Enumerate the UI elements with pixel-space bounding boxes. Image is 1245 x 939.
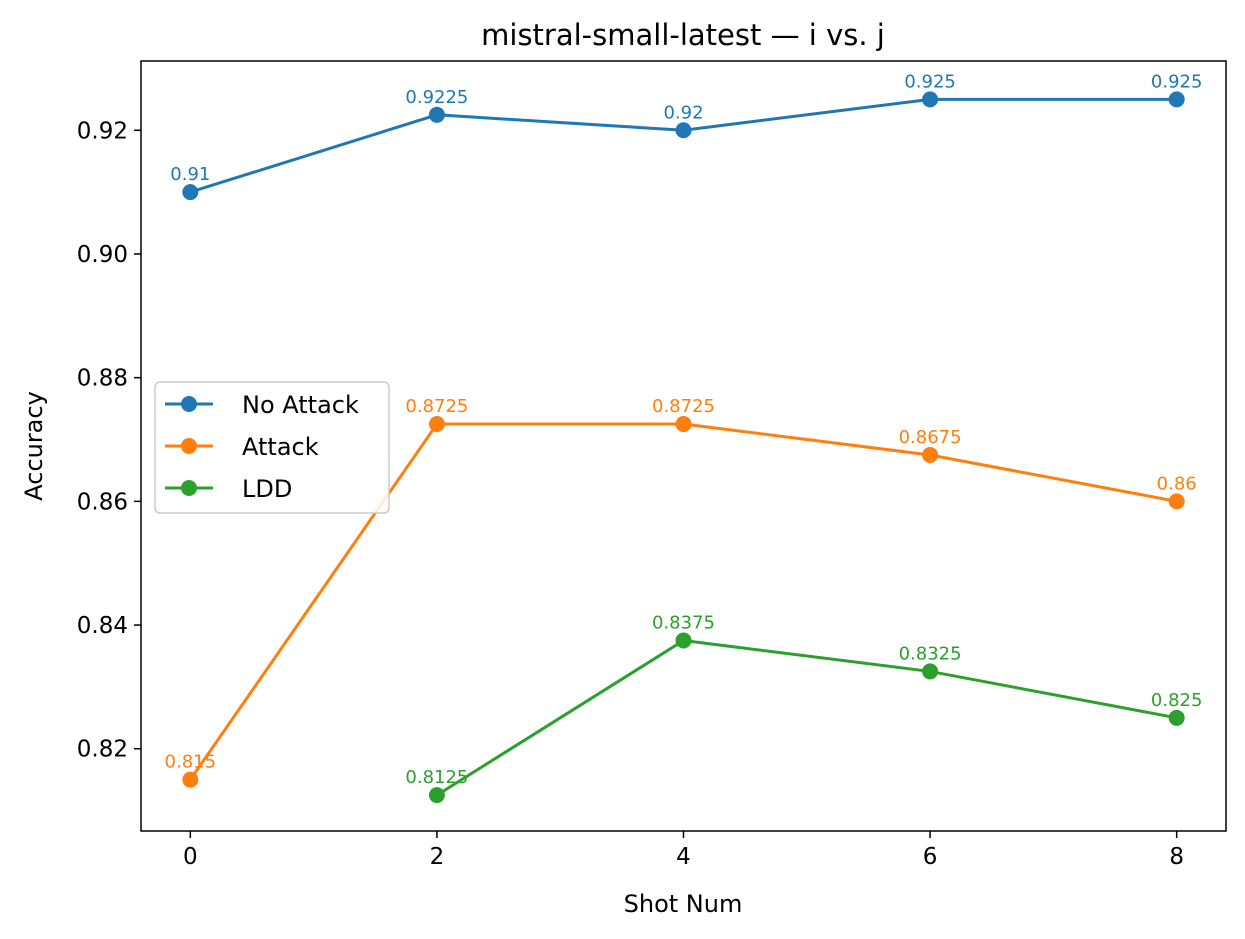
x-tick-label: 0 xyxy=(183,844,198,870)
data-label: 0.8675 xyxy=(899,427,962,448)
legend-marker-2 xyxy=(181,480,197,496)
data-point xyxy=(922,91,939,108)
data-point xyxy=(1168,709,1185,726)
y-tick-label: 0.82 xyxy=(77,737,128,763)
y-tick-label: 0.90 xyxy=(77,242,128,268)
x-tick-label: 4 xyxy=(676,844,691,870)
data-label: 0.8725 xyxy=(405,396,468,417)
y-tick-label: 0.88 xyxy=(77,366,128,392)
data-point xyxy=(428,416,445,433)
data-label: 0.9225 xyxy=(405,87,468,108)
data-point xyxy=(428,106,445,123)
legend-marker-0 xyxy=(181,396,197,412)
data-point xyxy=(675,632,692,649)
y-tick-label: 0.92 xyxy=(77,118,128,144)
plot-area: 0 2 4 6 8 0.82 0.84 0.86 0.88 0.90 0.92 0.91 0.9225 0… xyxy=(77,71,1203,870)
data-label: 0.86 xyxy=(1157,473,1197,494)
data-label: 0.815 xyxy=(165,752,217,773)
series-line-2 xyxy=(436,639,1177,797)
data-label: 0.925 xyxy=(1151,71,1203,92)
x-tick-label: 2 xyxy=(430,844,445,870)
y-tick-label: 0.84 xyxy=(77,613,128,639)
data-label: 0.8725 xyxy=(652,396,715,417)
y-tick-label: 0.86 xyxy=(77,489,128,515)
legend-label: No Attack xyxy=(242,391,359,419)
legend-label: LDD xyxy=(242,475,292,503)
data-point xyxy=(182,184,199,201)
data-point xyxy=(922,446,939,463)
data-point xyxy=(922,663,939,680)
data-label: 0.91 xyxy=(170,164,210,185)
x-axis-label: Shot Num xyxy=(624,890,743,918)
x-tick-label: 6 xyxy=(923,844,938,870)
legend-marker-1 xyxy=(181,438,197,454)
data-point xyxy=(675,416,692,433)
chart-title: mistral-small-latest — i vs. j xyxy=(481,18,885,52)
data-label: 0.92 xyxy=(663,102,703,123)
data-point xyxy=(1168,493,1185,510)
data-label: 0.925 xyxy=(904,71,956,92)
data-label: 0.825 xyxy=(1151,690,1203,711)
data-point xyxy=(675,122,692,139)
data-point xyxy=(428,787,445,804)
data-label: 0.8325 xyxy=(899,643,962,664)
y-axis-label: Accuracy xyxy=(20,391,48,501)
axes-frame xyxy=(140,60,1227,832)
legend-box xyxy=(154,381,390,514)
legend-label: Attack xyxy=(242,433,319,461)
data-label: 0.8375 xyxy=(652,613,715,634)
x-tick-label: 8 xyxy=(1169,844,1184,870)
data-point xyxy=(182,771,199,788)
data-point xyxy=(1168,91,1185,108)
data-label: 0.8125 xyxy=(405,767,468,788)
